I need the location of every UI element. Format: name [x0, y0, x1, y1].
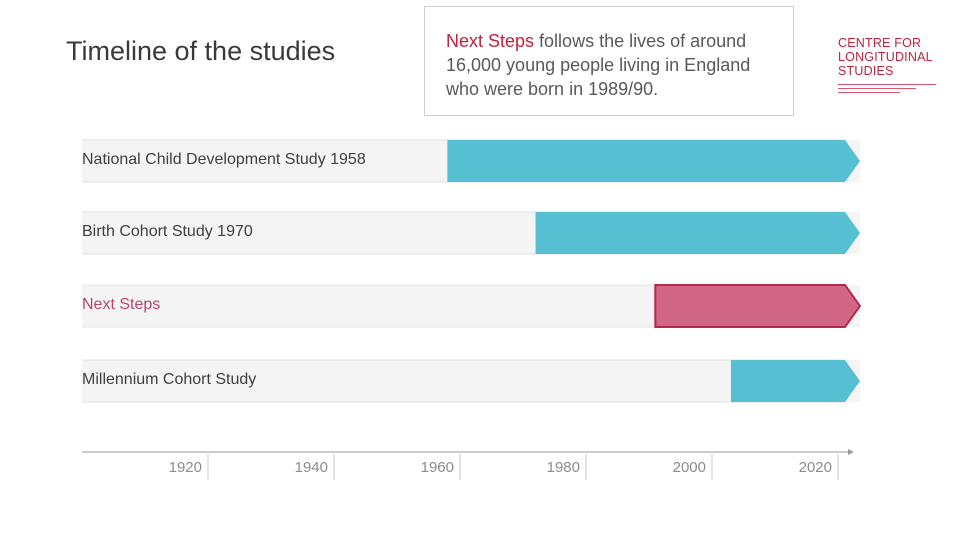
bar-birth-cohort-study-1970	[535, 212, 860, 254]
bar-national-child-development-study-1958	[447, 140, 860, 182]
cls-logo: CENTRE FOR LONGITUDINAL STUDIES	[838, 36, 948, 93]
logo-line-2: LONGITUDINAL	[838, 50, 933, 64]
x-axis-arrow	[848, 449, 854, 455]
row-label: Millennium Cohort Study	[82, 371, 257, 388]
logo-rule-1	[838, 84, 936, 85]
row-label: Next Steps	[82, 296, 161, 313]
logo-rule-3	[838, 92, 900, 93]
x-tick-label: 2000	[673, 459, 706, 476]
callout-text: follows the lives of around 16,000 young…	[446, 31, 751, 99]
row-label: National Child Development Study 1958	[82, 151, 366, 168]
row-label: Birth Cohort Study 1970	[82, 223, 253, 240]
x-tick-label: 1960	[421, 459, 454, 476]
x-tick-label: 1920	[169, 459, 202, 476]
x-tick-label: 2020	[799, 459, 832, 476]
logo-line-1: CENTRE FOR	[838, 36, 922, 50]
row-track	[82, 360, 860, 402]
callout-highlight: Next Steps	[446, 31, 535, 51]
logo-line-3: STUDIES	[838, 64, 894, 78]
x-tick-label: 1980	[547, 459, 580, 476]
page-title: Timeline of the studies	[66, 36, 336, 66]
x-tick-label: 1940	[295, 459, 328, 476]
logo-rule-2	[838, 88, 916, 89]
bar-millennium-cohort-study	[730, 360, 860, 402]
callout-box: Next Steps follows the lives of around 1…	[424, 6, 794, 116]
bar-next-steps	[654, 284, 862, 328]
